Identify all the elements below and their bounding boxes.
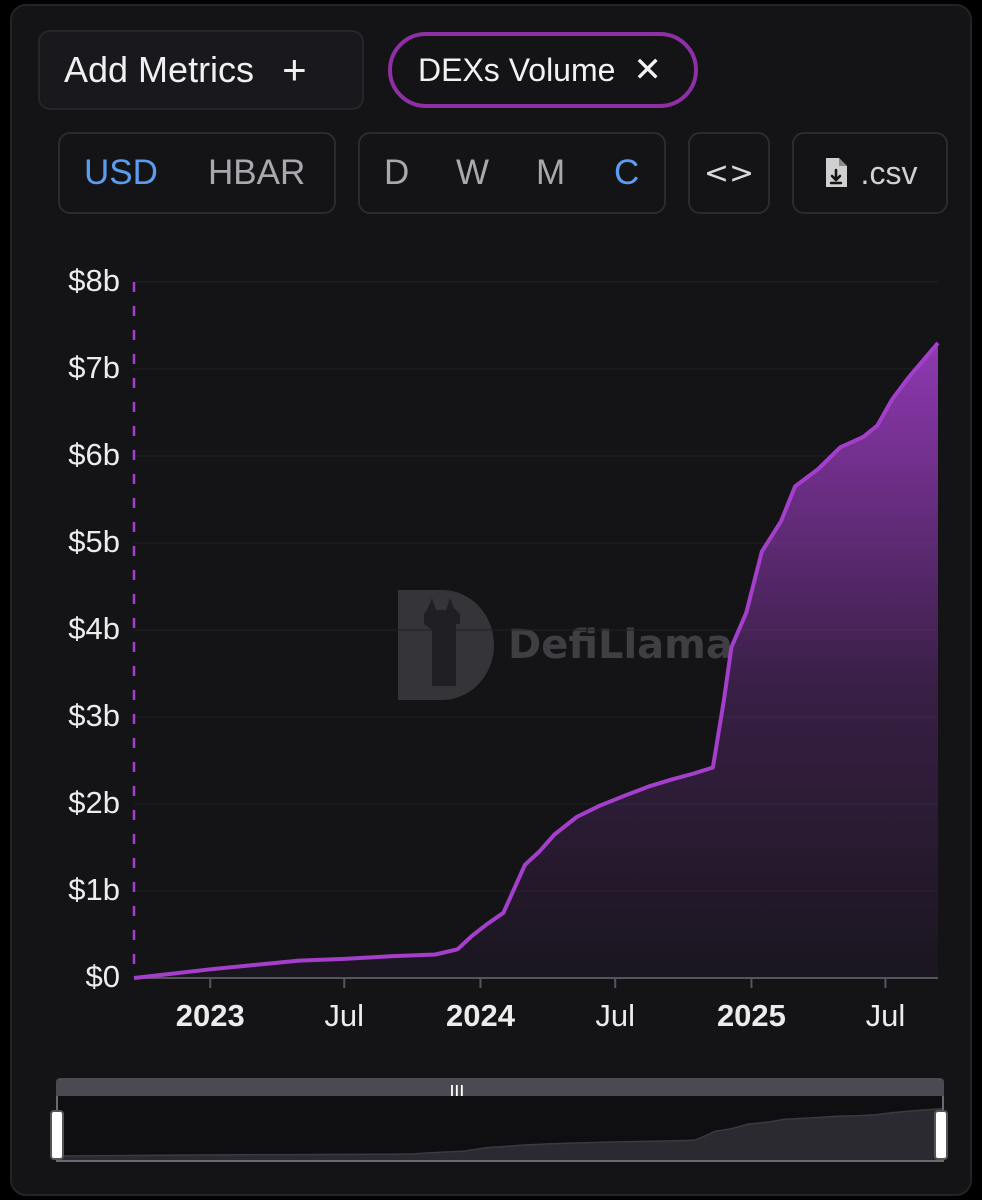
add-metrics-label: Add Metrics xyxy=(64,49,255,90)
metric-chip-label: DEXs Volume xyxy=(418,51,616,88)
period-option-daily[interactable]: D xyxy=(384,153,410,192)
y-tick-label: $1b xyxy=(68,872,120,907)
period-option-monthly[interactable]: M xyxy=(536,153,566,192)
brush-mini-chart xyxy=(57,1107,943,1160)
x-tick-label: 2025 xyxy=(716,998,786,1033)
defillama-watermark: DefiLlama xyxy=(398,590,733,700)
series-line-dexs-volume xyxy=(133,341,940,980)
period-toggle: D W M C xyxy=(358,132,666,214)
currency-toggle: USD HBAR xyxy=(58,132,336,214)
csv-label: .csv xyxy=(860,154,918,191)
metric-chip-dexs-volume: DEXs Volume ✕ xyxy=(388,32,698,108)
brush-line xyxy=(57,1107,943,1157)
brush-handle-left[interactable] xyxy=(50,1110,64,1160)
y-tick-label: $3b xyxy=(68,698,120,733)
embed-button[interactable]: <> xyxy=(688,132,770,214)
x-tick-label: Jul xyxy=(595,998,636,1033)
plus-icon: + xyxy=(282,46,307,93)
x-tick-label: Jul xyxy=(324,998,365,1033)
brush-grip-icon[interactable]: ||| xyxy=(450,1082,465,1098)
period-option-weekly[interactable]: W xyxy=(456,153,490,192)
y-tick-label: $5b xyxy=(68,524,120,559)
x-tick-label: 2023 xyxy=(175,998,245,1033)
range-brush-preview xyxy=(56,1096,944,1162)
brush-area xyxy=(58,1108,942,1160)
code-icon: <> xyxy=(703,155,755,191)
x-tick-label: 2024 xyxy=(445,998,515,1033)
dex-volume-area-chart xyxy=(132,281,940,988)
add-metrics-button[interactable]: Add Metrics + xyxy=(38,30,364,110)
range-brush-bar[interactable] xyxy=(56,1078,944,1096)
series-area-fill xyxy=(134,342,938,978)
x-tick-label: Jul xyxy=(865,998,906,1033)
y-tick-label: $0 xyxy=(85,959,120,994)
y-tick-label: $2b xyxy=(68,785,120,820)
y-tick-label: $7b xyxy=(68,350,120,385)
y-tick-label: $4b xyxy=(68,611,120,646)
currency-option-hbar[interactable]: HBAR xyxy=(208,153,306,192)
y-tick-label: $8b xyxy=(68,263,120,298)
y-tick-label: $6b xyxy=(68,437,120,472)
brush-handle-right[interactable] xyxy=(934,1110,948,1160)
close-icon[interactable]: ✕ xyxy=(633,51,662,89)
defillama-logo-icon xyxy=(398,590,494,700)
chart-panel: Add Metrics + DEXs Volume ✕ USD HBAR D W… xyxy=(10,4,972,1196)
csv-download-button[interactable]: .csv xyxy=(792,132,948,214)
currency-option-usd[interactable]: USD xyxy=(84,153,158,192)
period-option-cumulative[interactable]: C xyxy=(614,153,640,192)
file-download-icon xyxy=(825,158,847,187)
